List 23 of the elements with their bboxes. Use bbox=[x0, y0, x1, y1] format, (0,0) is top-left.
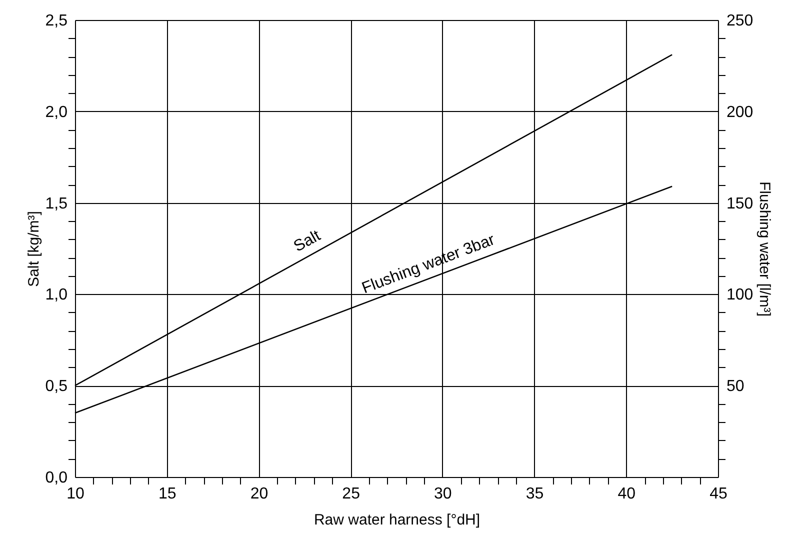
text: Salt bbox=[291, 227, 324, 256]
y2-tick-label: 200 bbox=[726, 104, 754, 121]
x-tick-label: 35 bbox=[526, 486, 544, 502]
y-tick-label: 0,5 bbox=[45, 378, 68, 396]
x-tick-label: 10 bbox=[66, 486, 84, 502]
x-tick-label: 25 bbox=[342, 486, 360, 502]
x-tick-label: 30 bbox=[434, 486, 452, 502]
y2-tick-label: 250 bbox=[726, 12, 754, 30]
y-axis-title: Salt [kg/m³] bbox=[25, 211, 42, 287]
x-axis-title: Raw water harness [°dH] bbox=[314, 512, 480, 528]
y2-axis-title: Flushing water [l/m³] bbox=[756, 181, 774, 317]
y2-tick-label: 150 bbox=[726, 195, 754, 212]
x-tick-label: 45 bbox=[710, 486, 728, 502]
y2-tick-label: 100 bbox=[726, 286, 754, 304]
y-tick-label: 1,5 bbox=[45, 195, 68, 212]
y-tick-label: 2,5 bbox=[45, 12, 68, 30]
x-tick-label: 40 bbox=[618, 486, 636, 502]
y-tick-label: 1,0 bbox=[45, 286, 68, 304]
y-tick-label: 2,0 bbox=[45, 104, 68, 121]
y2-tick-label: 50 bbox=[726, 378, 744, 396]
x-tick-label: 20 bbox=[250, 486, 268, 502]
y-tick-label: 0,0 bbox=[45, 470, 68, 486]
x-tick-label: 15 bbox=[158, 486, 176, 502]
